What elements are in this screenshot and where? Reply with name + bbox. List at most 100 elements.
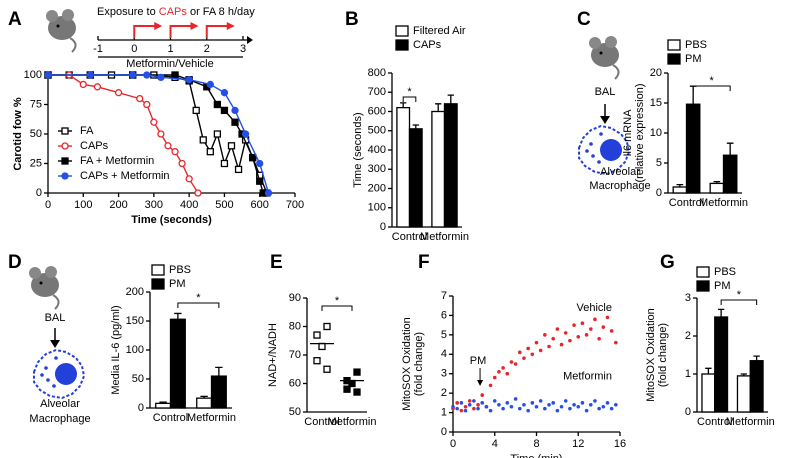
point [194, 189, 202, 197]
error-bar [215, 366, 223, 377]
point [234, 165, 243, 174]
point [597, 336, 601, 341]
point [543, 406, 547, 411]
point [206, 148, 214, 156]
y-tick-label: 0 [36, 187, 42, 199]
legend-swatch [395, 25, 409, 37]
point [220, 159, 229, 168]
point [79, 80, 87, 89]
diagram-label: BAL [595, 86, 616, 98]
error-bar [717, 308, 725, 317]
annotation: PM [470, 355, 487, 367]
point [509, 360, 514, 364]
point [451, 404, 455, 409]
point [563, 399, 568, 403]
x-tick-label: 16 [614, 438, 626, 450]
y-tick-label: 300 [368, 163, 386, 175]
bar [408, 128, 423, 228]
legend-label: CAPs [80, 140, 109, 152]
point [538, 399, 543, 403]
y-axis-label: MitoSOX Oxidation [401, 317, 413, 411]
point [192, 106, 200, 115]
point [526, 408, 530, 413]
point [480, 401, 485, 405]
panel-letter: G [660, 252, 675, 273]
legend-marker [61, 157, 69, 165]
y-tick-label: 10 [650, 127, 662, 139]
point [534, 404, 539, 409]
point [584, 408, 589, 413]
exposure-arrow [205, 25, 229, 38]
timeline-arrowhead [247, 36, 253, 44]
bar [169, 318, 186, 409]
error-bar [447, 94, 454, 104]
diagram-label: Macrophage [589, 180, 650, 192]
x-tick-label: 200 [109, 199, 127, 211]
y-tick-label: 3 [441, 368, 447, 380]
point [157, 73, 165, 82]
point [463, 404, 468, 409]
error-bar [159, 401, 167, 404]
significance-bracket [692, 85, 731, 91]
point [568, 406, 572, 411]
point [609, 329, 614, 333]
y-tick-label: 100 [24, 69, 42, 81]
legend-label: PM [714, 280, 731, 292]
x-tick-label: 100 [74, 199, 92, 211]
point [572, 403, 576, 407]
panel-letter: C [577, 9, 591, 30]
panel-letter: B [345, 9, 359, 30]
y-tick-label: 0 [380, 221, 386, 233]
y-tick-label: 100 [368, 202, 386, 214]
bar [722, 154, 738, 194]
x-tick-label: Metformin [187, 412, 236, 424]
point [459, 408, 464, 413]
y-tick-label: 0 [685, 406, 691, 418]
legend-label: Filtered Air [413, 25, 466, 37]
y-axis-label: (relative expression) [634, 83, 646, 182]
point [614, 403, 618, 407]
x-tick-label: 0 [450, 438, 456, 450]
diagram-label: Alveolar [40, 398, 80, 410]
legend-marker [61, 127, 69, 135]
legend-label: CAPs + Metformin [80, 170, 170, 182]
y-tick-label: 50 [132, 373, 144, 385]
x-axis-label: Time (seconds) [131, 214, 212, 226]
point [480, 393, 485, 397]
point [206, 80, 214, 89]
legend-label: PBS [169, 264, 191, 276]
x-tick-label: Control [153, 412, 188, 424]
panel-letter: F [418, 252, 430, 273]
point [509, 404, 514, 409]
legend-label: PM [169, 278, 186, 290]
x-tick-label: Control [392, 231, 427, 243]
point [467, 403, 472, 407]
point [559, 404, 564, 409]
series-label: Vehicle [577, 302, 612, 314]
point [136, 94, 144, 103]
point [484, 404, 489, 409]
point [497, 403, 501, 407]
timeline-title-part: Exposure to [97, 6, 159, 18]
point [497, 369, 501, 374]
significance-label: * [335, 295, 340, 307]
y-axis-label: Media IL-6 (pg/ml) [110, 305, 122, 394]
y-tick-label: 15 [650, 97, 662, 109]
point [353, 368, 361, 376]
point [501, 366, 505, 370]
point [185, 175, 193, 183]
point [256, 177, 264, 185]
point [199, 136, 207, 144]
point [538, 348, 543, 353]
error-bar [753, 355, 760, 361]
y-axis-label: Carotid fow % [12, 97, 24, 171]
mouse-icon [589, 36, 620, 80]
point [518, 350, 522, 355]
legend-swatch [696, 280, 710, 292]
macrophage-icon [33, 348, 86, 400]
diagram-label: Alveolar [600, 166, 640, 178]
point [588, 403, 593, 407]
series-label: Metformin [563, 371, 612, 383]
y-tick-label: 5 [441, 329, 447, 341]
point [547, 403, 551, 407]
